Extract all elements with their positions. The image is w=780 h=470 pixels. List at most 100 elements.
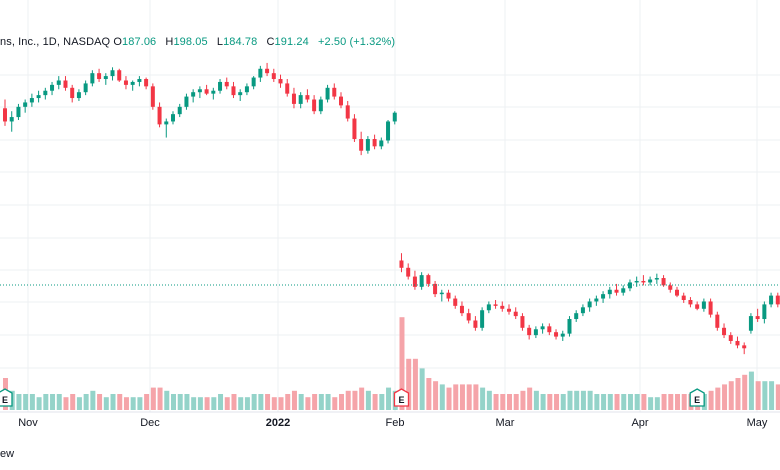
candle [412, 270, 417, 290]
volume-bar [540, 394, 546, 410]
candle-body [742, 345, 747, 349]
candle [587, 298, 592, 312]
candle-body [352, 118, 357, 140]
candle-body [406, 267, 411, 277]
candle [63, 76, 68, 91]
candle-body [634, 280, 639, 283]
candle [775, 292, 780, 308]
candle-body [312, 99, 317, 112]
volume-bar [238, 397, 244, 410]
candle [466, 308, 471, 324]
volume-bar [728, 381, 734, 410]
candle-body [681, 295, 686, 300]
candle-body [90, 73, 95, 84]
candle-body [574, 313, 579, 320]
volume-bar [318, 394, 324, 410]
candle-body [224, 81, 229, 87]
candle [379, 137, 384, 150]
candle [50, 81, 55, 96]
candle-body [614, 289, 619, 293]
candle [23, 99, 28, 113]
volume-bar [493, 394, 499, 410]
footer-text[interactable]: ew [0, 448, 15, 460]
candle-body [9, 117, 14, 122]
volume-bar [191, 397, 197, 410]
candle-body [755, 316, 760, 320]
candle-body [137, 79, 142, 82]
earnings-marker-label: E [398, 395, 404, 405]
candle [446, 289, 451, 302]
earnings-marker-shape [393, 388, 410, 407]
volume-bar [634, 394, 640, 410]
candle-body [708, 301, 713, 315]
volume-bar [224, 397, 230, 410]
close-value: 191.24 [274, 36, 309, 48]
candle [197, 86, 202, 99]
candle [439, 289, 444, 302]
volume-bar [775, 384, 780, 410]
candle [318, 96, 323, 115]
volume-bar [708, 390, 714, 410]
candle [386, 120, 391, 144]
volume-bar [251, 394, 257, 410]
candle-body [412, 276, 417, 287]
volume-bar [453, 384, 459, 410]
candle-body [580, 307, 585, 314]
volume-bar [607, 394, 613, 410]
candle [365, 136, 370, 154]
candle [177, 103, 182, 118]
volume-bar [601, 394, 607, 410]
volume-bar [580, 390, 586, 410]
candle-body [70, 87, 75, 99]
candle-body [379, 140, 384, 147]
earnings-marker[interactable]: E [0, 388, 13, 407]
earnings-marker-label: E [2, 395, 8, 405]
candle-body [164, 121, 169, 125]
candle [224, 77, 229, 90]
candle-body [144, 79, 149, 87]
volume-bar [177, 394, 183, 410]
volume-bar [486, 390, 492, 410]
candle-body [184, 96, 189, 107]
candle [486, 301, 491, 314]
candle-body [50, 84, 55, 91]
volume-bar [110, 394, 116, 410]
candle [345, 100, 350, 122]
volume-bar [36, 397, 42, 410]
candle-body [446, 292, 451, 299]
earnings-marker[interactable]: E [689, 388, 705, 407]
x-tick-label: May [747, 417, 768, 429]
candle-body [513, 311, 518, 317]
candle [110, 67, 115, 81]
candle-body [675, 289, 679, 296]
volume-bar [755, 381, 761, 410]
candle-body [520, 316, 525, 328]
candle [231, 81, 236, 99]
symbol-label: ns, Inc., 1D, NASDAQ [0, 36, 111, 48]
candle [459, 301, 464, 317]
candle [218, 79, 223, 94]
candle [614, 283, 619, 296]
low-value: 184.78 [223, 36, 258, 48]
candle-body [426, 275, 431, 284]
volume-bar [627, 394, 633, 410]
earnings-marker[interactable]: E [393, 388, 410, 407]
candle [352, 114, 357, 142]
candle-body [372, 139, 377, 147]
candle [359, 131, 364, 156]
open-value: 187.06 [122, 36, 157, 48]
candle-body [701, 301, 706, 309]
candle-body [3, 108, 7, 122]
candle [137, 76, 142, 87]
candle [722, 323, 727, 339]
candle [527, 324, 532, 340]
candle-body [345, 105, 350, 119]
candle-body [627, 282, 632, 289]
candle [258, 65, 263, 82]
candle-body [244, 86, 249, 93]
high-label: H [165, 36, 174, 48]
volume-bar [621, 394, 627, 410]
volume-bar [359, 387, 365, 410]
